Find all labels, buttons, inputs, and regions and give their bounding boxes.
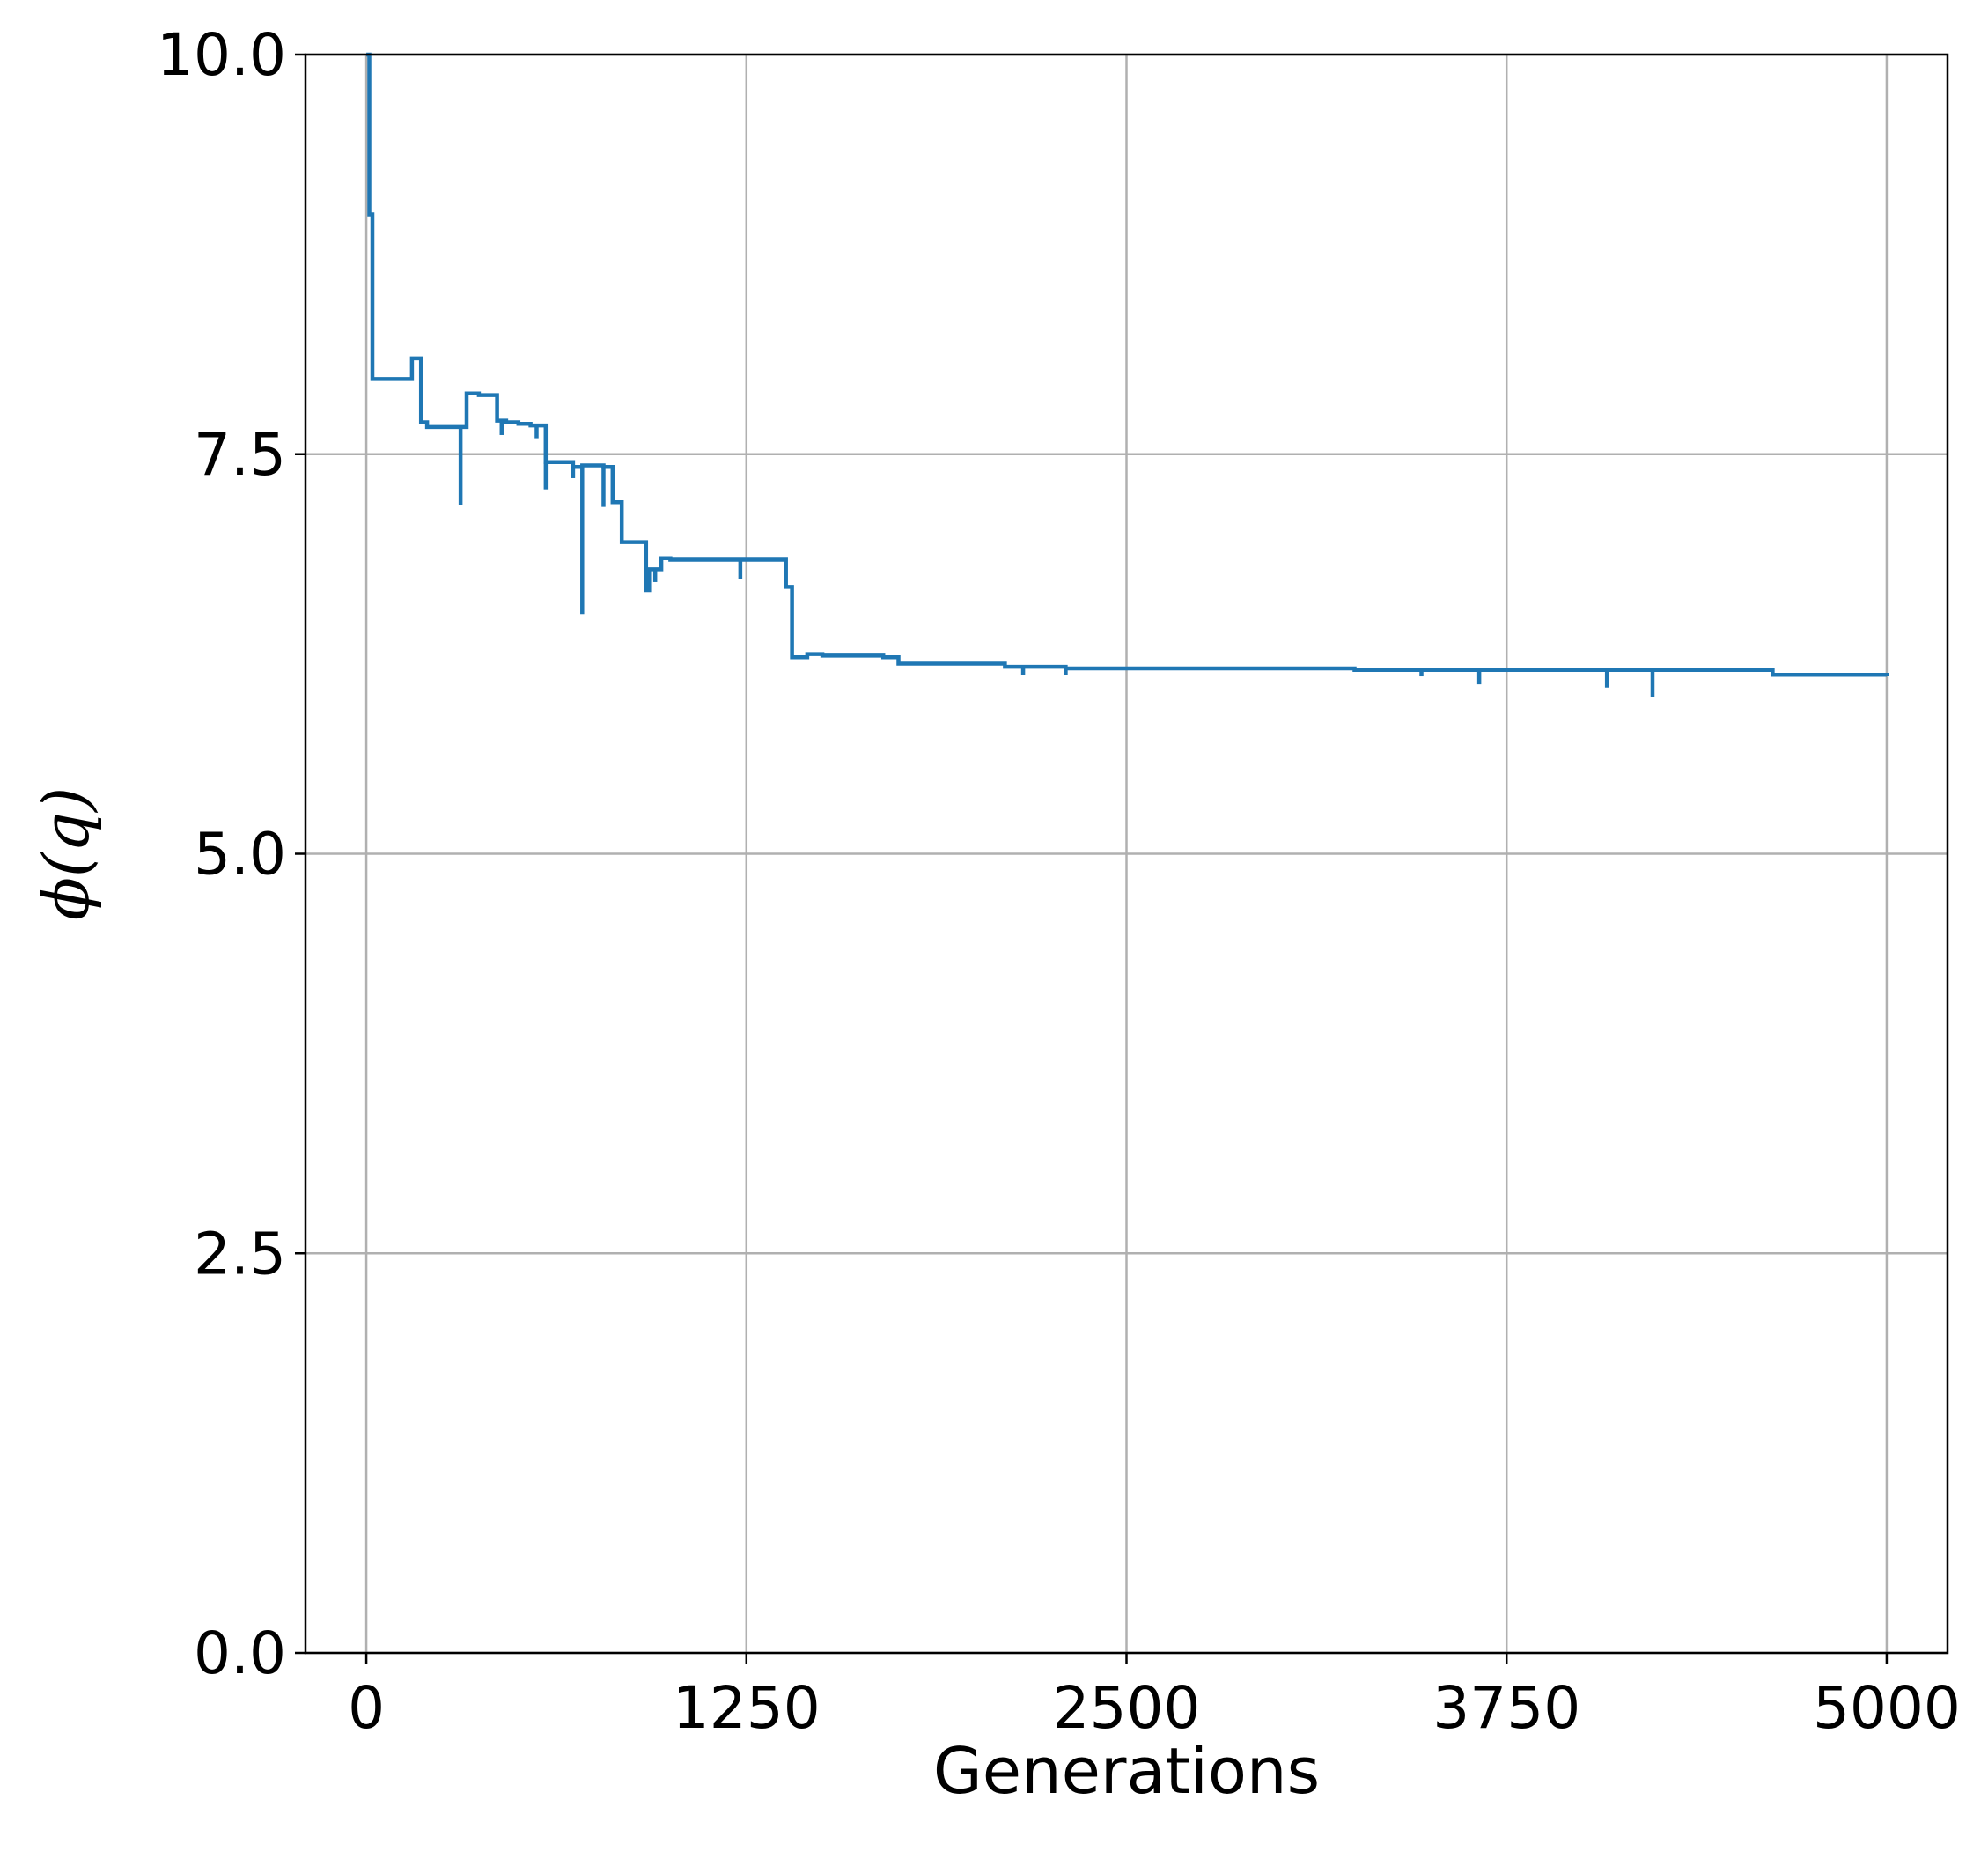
x-tick-label: 5000: [1813, 1674, 1961, 1742]
series-line: [366, 52, 1889, 677]
y-tick-label: 0.0: [194, 1619, 286, 1687]
x-tick-label: 2500: [1053, 1674, 1201, 1742]
x-tick-label: 1250: [673, 1674, 821, 1742]
y-axis-label: ϕ(q): [29, 787, 103, 920]
x-tick-label: 3750: [1432, 1674, 1580, 1742]
x-tick-label: 0: [348, 1674, 385, 1742]
y-tick-label: 2.5: [194, 1220, 286, 1287]
series-layer: [366, 52, 1889, 697]
ticks: 0 1250 2500 3750 5000 0.0 2.5 5.0 7.5 10.0: [157, 21, 1961, 1742]
y-tick-label: 7.5: [194, 421, 286, 489]
x-axis-label: Generations: [933, 1734, 1320, 1808]
y-tick-label: 10.0: [157, 21, 286, 89]
y-tick-label: 5.0: [194, 821, 286, 889]
